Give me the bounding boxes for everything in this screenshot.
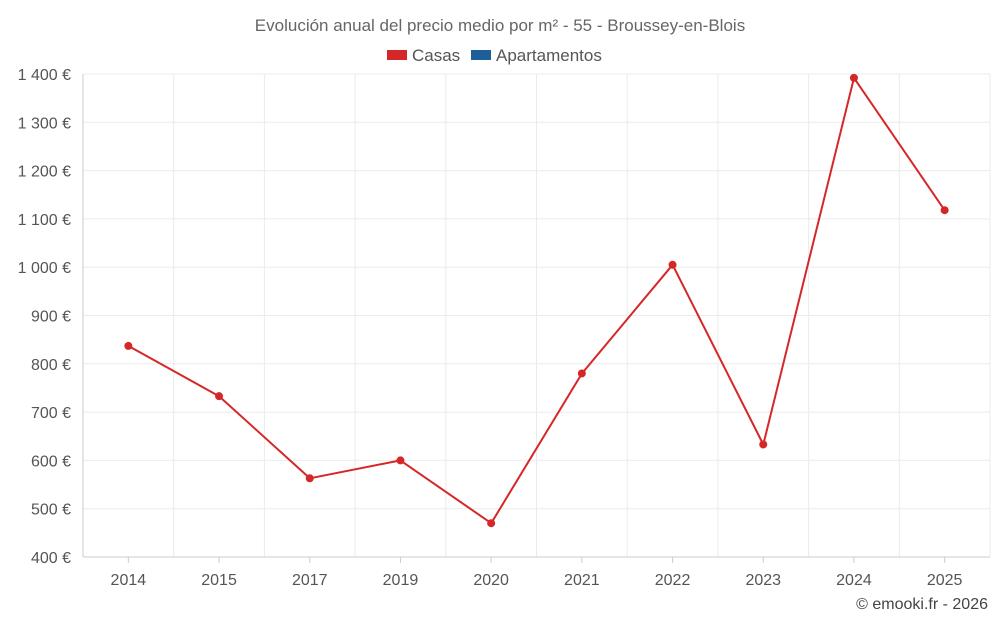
- y-tick-label: 1 300 €: [18, 115, 71, 132]
- legend-item-casas[interactable]: Casas: [387, 46, 460, 65]
- y-tick-label: 700 €: [31, 405, 71, 422]
- grid: [82, 73, 991, 558]
- data-point-casas[interactable]: [668, 260, 677, 269]
- data-point-casas[interactable]: [215, 392, 224, 401]
- y-tick-label: 400 €: [31, 550, 71, 567]
- y-tick-label: 1 400 €: [18, 67, 71, 84]
- legend-label-casas: Casas: [412, 46, 460, 65]
- x-tick-label: 2019: [383, 572, 419, 589]
- y-tick-label: 800 €: [31, 357, 71, 374]
- axes: 400 € 500 € 600 € 700 € 800 € 900 € 1 000 € 1 1…: [18, 67, 990, 589]
- legend: Casas Apartamentos: [387, 46, 602, 65]
- x-tick-label: 2021: [564, 572, 600, 589]
- x-tick-label: 2025: [927, 572, 963, 589]
- x-tick-label: 2014: [111, 572, 147, 589]
- credit-text: © emooki.fr - 2026: [856, 596, 988, 613]
- legend-item-apartamentos[interactable]: Apartamentos: [471, 46, 602, 65]
- y-tick-label: 500 €: [31, 502, 71, 519]
- x-tick-label: 2017: [292, 572, 328, 589]
- legend-label-apartamentos: Apartamentos: [496, 46, 602, 65]
- data-point-casas[interactable]: [396, 456, 405, 465]
- data-point-casas[interactable]: [759, 440, 768, 449]
- series-line-casas: [127, 76, 946, 525]
- x-tick-label: 2020: [473, 572, 509, 589]
- y-tick-label: 1 100 €: [18, 212, 71, 229]
- x-tick-label: 2023: [745, 572, 781, 589]
- data-point-casas[interactable]: [124, 341, 133, 350]
- data-point-casas[interactable]: [849, 73, 858, 82]
- data-point-casas[interactable]: [940, 206, 949, 215]
- chart-title: Evolución anual del precio medio por m² …: [255, 16, 745, 35]
- data-point-casas[interactable]: [305, 474, 314, 483]
- x-tick-label: 2015: [201, 572, 237, 589]
- data-point-casas[interactable]: [487, 519, 496, 528]
- y-tick-label: 1 200 €: [18, 164, 71, 181]
- x-tick-label: 2024: [836, 572, 872, 589]
- legend-swatch-casas: [387, 50, 407, 60]
- y-tick-label: 900 €: [31, 309, 71, 326]
- series-casas: [124, 73, 949, 528]
- legend-swatch-apartamentos: [471, 50, 491, 60]
- data-point-casas[interactable]: [577, 369, 586, 378]
- y-tick-label: 1 000 €: [18, 260, 71, 277]
- y-tick-label: 600 €: [31, 453, 71, 470]
- x-tick-label: 2022: [655, 572, 691, 589]
